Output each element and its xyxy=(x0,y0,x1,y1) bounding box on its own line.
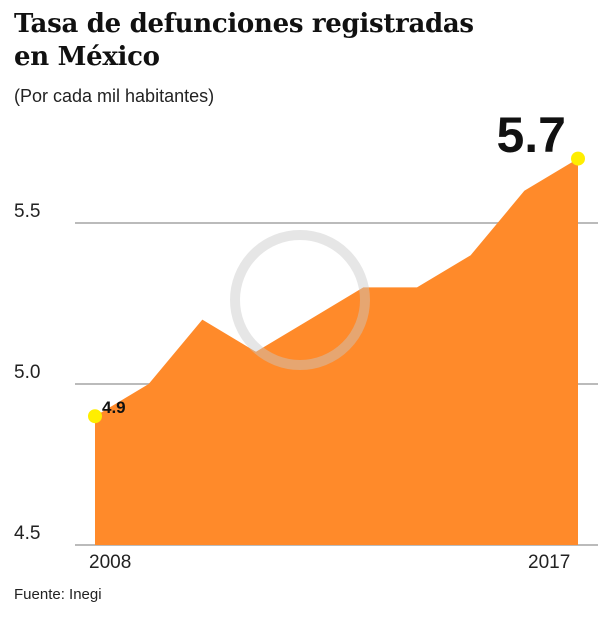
chart-title-line-1: Tasa de defunciones registradas xyxy=(14,9,474,39)
data-point-marker xyxy=(571,151,585,166)
y-tick-label: 4.5 xyxy=(14,523,40,544)
y-tick-label: 5.5 xyxy=(14,201,40,222)
chart-title-line-2: en México xyxy=(14,42,160,72)
chart-subtitle: (Por cada mil habitantes) xyxy=(14,86,215,106)
watermark-globe-icon xyxy=(230,230,370,370)
data-point-marker xyxy=(88,409,102,424)
chart-title: Tasa de defunciones registradas en Méxic… xyxy=(14,8,474,74)
x-tick-label: 2017 xyxy=(528,552,570,573)
y-tick-label: 5.0 xyxy=(14,362,40,383)
x-tick-label: 2008 xyxy=(89,552,131,573)
end-value-label: 5.7 xyxy=(496,107,566,163)
start-value-label: 4.9 xyxy=(102,398,126,417)
source-note: Fuente: Inegi xyxy=(14,586,102,603)
area-series xyxy=(95,158,578,545)
